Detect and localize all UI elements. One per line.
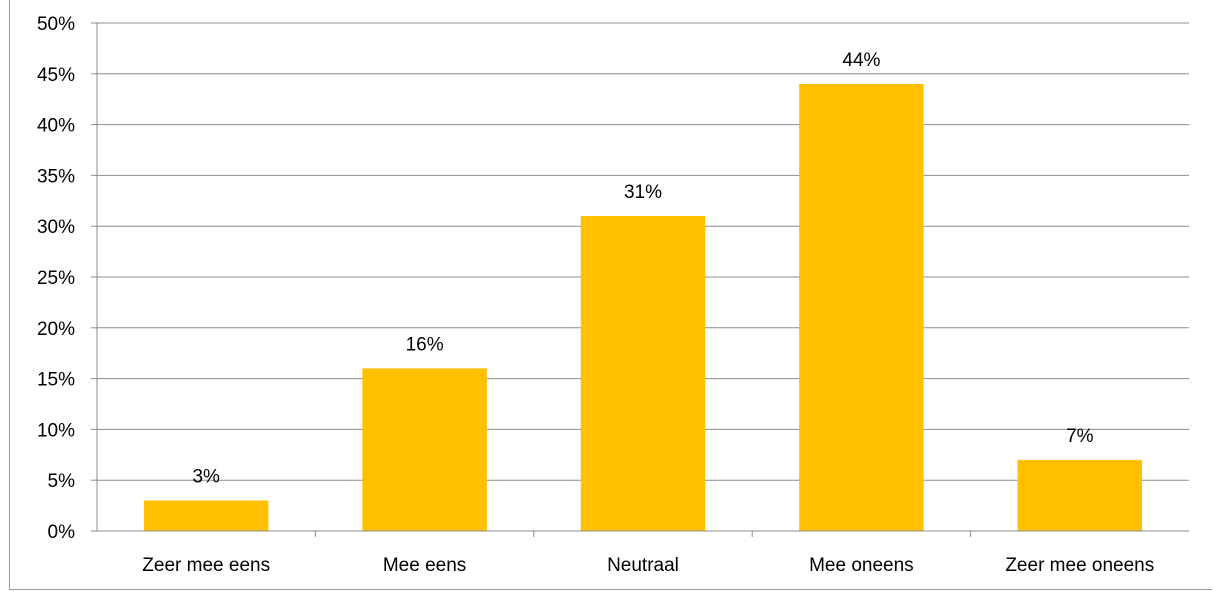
x-category-label: Neutraal	[607, 555, 679, 576]
data-label: 16%	[406, 334, 444, 355]
data-label: 44%	[842, 50, 880, 71]
y-tick-label: 0%	[48, 522, 76, 543]
bar	[362, 368, 487, 531]
bars	[143, 83, 1143, 532]
y-tick-label: 50%	[37, 14, 75, 35]
y-tick-label: 40%	[37, 116, 75, 137]
data-labels: 3% 16% 31% 44% 7%	[192, 50, 1093, 488]
chart-frame	[9, 0, 1212, 590]
data-label: 31%	[624, 182, 662, 203]
bar	[799, 83, 924, 532]
bar	[580, 216, 706, 532]
data-label: 3%	[192, 467, 220, 488]
y-axis-tick-labels: 0% 5% 10% 15% 20% 25% 30% 35% 40% 45% 50%	[37, 14, 75, 543]
x-axis-category-labels: Zeer mee eens Mee eens Neutraal Mee oneens Z…	[142, 555, 1154, 576]
x-category-label: Mee eens	[383, 555, 466, 576]
x-category-label: Zeer mee oneens	[1005, 555, 1154, 576]
y-tick-label: 10%	[37, 420, 75, 441]
data-label: 7%	[1066, 426, 1094, 447]
bar	[143, 500, 269, 531]
y-tick-label: 25%	[37, 268, 75, 289]
y-tick-label: 15%	[37, 370, 75, 391]
y-tick-label: 5%	[48, 471, 76, 492]
x-category-label: Mee oneens	[809, 555, 914, 576]
bar	[1017, 459, 1143, 531]
y-tick-label: 20%	[37, 319, 75, 340]
y-tick-label: 30%	[37, 217, 75, 238]
y-tick-label: 35%	[37, 166, 75, 187]
x-category-label: Zeer mee eens	[142, 555, 270, 576]
y-tick-label: 45%	[37, 65, 75, 86]
